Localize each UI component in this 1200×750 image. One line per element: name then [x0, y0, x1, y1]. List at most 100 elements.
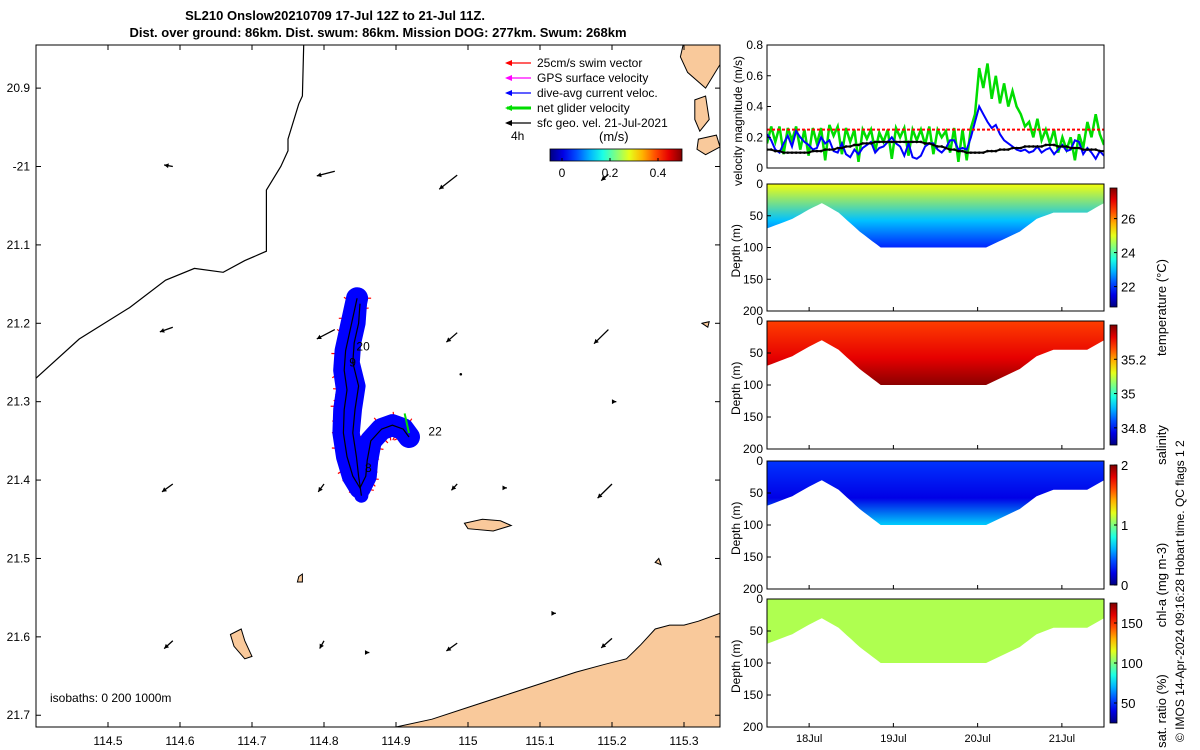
section-y-tick-label: 150	[743, 410, 763, 424]
velocity-marker	[1073, 146, 1077, 150]
section-y-tick-label: 200	[743, 582, 763, 596]
map-y-tick-label: 21.4	[7, 473, 31, 487]
section-colorbar-1	[1109, 324, 1118, 446]
sfc-velocity-arrowhead	[159, 328, 165, 333]
glider-track	[342, 298, 410, 490]
section-y-tick-label: 0	[756, 177, 763, 191]
section-colorbar-label: salinity	[1154, 425, 1169, 465]
velocity-marker	[1081, 148, 1085, 151]
mainland-land	[395, 612, 720, 727]
sfc-velocity-arrowhead	[601, 175, 607, 181]
interval-label: 4h	[511, 129, 524, 143]
velocity-marker	[786, 151, 790, 154]
map-x-tick-label: 115.3	[669, 734, 698, 748]
section-y-tick-label: 0	[756, 454, 763, 468]
velocity-marker	[1002, 148, 1006, 151]
section-colorbar-tick-label: 1	[1121, 518, 1128, 533]
section-colorbar-tick-label: 2	[1121, 458, 1128, 473]
section-colorbar-tick-label: 22	[1121, 280, 1135, 295]
section-y-tick-label: 50	[750, 346, 764, 360]
section-colorbar-0	[1109, 187, 1118, 308]
velocity-marker	[982, 151, 985, 154]
map-y-tick-label: 21.3	[7, 395, 31, 409]
isobaths-label: isobaths: 0 200 1000m	[50, 691, 171, 705]
velocity-marker	[948, 148, 952, 151]
map-x-tick-label: 115.1	[525, 734, 554, 748]
velocity-marker	[1056, 145, 1060, 148]
velocity-marker	[923, 142, 927, 145]
velocity-marker	[807, 151, 810, 154]
sfc-velocity-dot	[459, 372, 463, 376]
velocity-series-3	[767, 140, 1104, 154]
sfc-velocity-arrowhead	[164, 163, 169, 169]
velocity-marker	[919, 140, 923, 144]
velocity-marker	[936, 145, 939, 148]
velocity-marker	[1011, 146, 1014, 150]
velocity-marker	[844, 145, 848, 148]
map-y-tick-label: -21	[13, 160, 31, 174]
map-x-tick-label: 115	[458, 734, 477, 748]
velocity-y-tick-label: 0	[756, 161, 763, 175]
velocity-marker	[1048, 143, 1052, 147]
velocity-marker	[1086, 148, 1089, 151]
legend-label: net glider velocity	[537, 101, 630, 115]
velocity-marker	[803, 151, 806, 154]
legend-symbol-head	[505, 120, 512, 126]
section-y-label: Depth (m)	[729, 224, 743, 277]
velocity-marker	[882, 140, 885, 144]
velocity-marker	[990, 149, 993, 153]
velocity-marker	[848, 145, 852, 148]
velocity-marker	[853, 143, 856, 147]
velocity-marker	[940, 145, 944, 148]
section-colorbar-tick-label: 150	[1121, 616, 1143, 631]
section-x-tick-label: 19Jul	[880, 733, 906, 745]
section-y-tick-label: 50	[750, 209, 764, 223]
legend-label: sfc geo. vel. 21-Jul-2021	[537, 116, 668, 130]
velocity-marker	[819, 149, 823, 153]
section-colorbar-tick-label: 34.8	[1121, 421, 1146, 436]
section-x-tick-label: 20Jul	[964, 733, 990, 745]
section-colorbar-label: Ox. sat. ratio (%)	[1154, 674, 1169, 750]
legend-label: 25cm/s swim vector	[537, 56, 642, 70]
velocity-marker	[907, 140, 910, 144]
map-layer	[36, 45, 720, 727]
velocity-marker	[774, 149, 777, 153]
legend-symbol-head	[505, 60, 512, 66]
velocity-y-tick-label: 0.8	[746, 38, 763, 52]
map-colorbar-tick-label: 0.2	[602, 166, 619, 180]
velocity-marker	[969, 151, 973, 154]
velocity-marker	[1098, 149, 1102, 153]
velocity-marker	[1040, 145, 1043, 148]
map-colorbar	[549, 148, 683, 162]
velocity-marker	[1069, 146, 1073, 150]
velocity-marker	[977, 151, 981, 154]
velocity-marker	[1094, 148, 1097, 151]
map-y-tick-label: 20.9	[7, 81, 31, 95]
velocity-marker	[1023, 145, 1027, 148]
velocity-marker	[1090, 148, 1093, 151]
island-7	[654, 557, 662, 566]
velocity-marker	[944, 146, 948, 150]
velocity-marker	[886, 140, 889, 144]
velocity-marker	[840, 146, 844, 150]
section-y-label: Depth (m)	[729, 362, 743, 415]
section-y-tick-label: 100	[743, 518, 763, 532]
velocity-marker	[1007, 148, 1010, 151]
velocity-marker	[986, 149, 989, 153]
sfc-velocity-arrowhead	[316, 172, 322, 178]
map-frame	[35, 44, 721, 728]
legend-symbol-head	[505, 105, 512, 111]
velocity-marker	[1065, 145, 1068, 148]
glider-track-2	[352, 303, 362, 496]
map-colorbar-tick-label: 0	[559, 166, 566, 180]
velocity-marker	[961, 149, 964, 153]
sfc-velocity-arrowhead	[318, 486, 323, 492]
island-3	[679, 45, 720, 89]
section-y-tick-label: 50	[750, 486, 764, 500]
island-6	[700, 321, 710, 329]
island-4	[694, 95, 710, 133]
velocity-marker	[832, 148, 835, 151]
section-y-tick-label: 0	[756, 592, 763, 606]
velocity-marker	[778, 149, 781, 153]
